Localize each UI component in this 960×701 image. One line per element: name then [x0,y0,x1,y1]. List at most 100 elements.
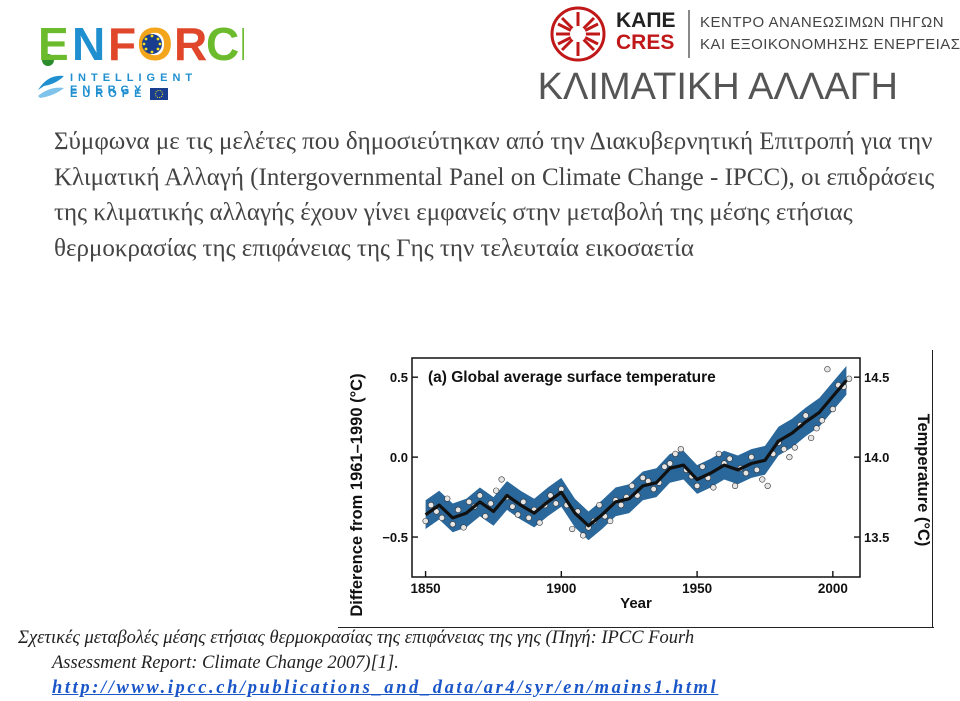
data-point [715,450,722,458]
data-point [465,498,473,505]
data-point [829,406,836,413]
data-point [455,506,462,513]
ytick-label-left: −0.5 [382,530,408,545]
data-point [742,469,750,477]
iee-logo: INTELLIGENT ENERGY EUROPE [34,70,246,106]
data-point [487,500,494,507]
data-point [520,498,527,505]
data-point [808,434,815,442]
data-point [493,487,500,494]
xtick-label: 2000 [818,581,848,596]
data-point [661,463,668,470]
xtick-label: 1900 [546,581,576,596]
data-point [552,500,560,507]
data-point [846,375,853,382]
temperature-chart: Difference from 1961–1990 (°C) Temperatu… [338,350,934,628]
chart-ylabel-left: Difference from 1961–1990 (°C) [348,373,366,616]
eu-flag-icon [150,88,168,100]
data-point [672,450,679,458]
caption-line-1: Σχετικές μεταβολές μέσης ετήσιας θερμοκρ… [18,628,695,648]
ytick-label-right: 14.0 [864,450,889,465]
logo-divider [688,10,690,58]
ytick-label-left: 0.0 [390,450,408,465]
data-point [579,532,587,539]
data-point [699,463,706,470]
data-point [569,525,576,533]
cres-emblem-icon [550,6,606,62]
cres-acronyms: ΚΑΠΕ CRES [616,10,676,54]
data-point [617,501,625,509]
data-point [438,514,445,521]
data-point [732,482,739,489]
chart-xlabel: Year [620,595,652,612]
caption-line-2: Assessment Report: Climate Change 2007)[… [52,653,399,673]
logo-letter-r: R [174,18,207,70]
data-point [476,492,483,499]
chart-frame-bottom [338,627,934,628]
data-point [482,513,489,520]
data-point [802,412,809,419]
ytick-label-right: 13.5 [864,530,889,545]
figure-caption: Σχετικές μεταβολές μέσης ετήσιας θερμοκρ… [18,626,948,676]
iee-text-line1: INTELLIGENT ENERGY [70,72,198,96]
data-point [449,521,456,528]
chart-frame-right [932,350,933,628]
logo-letter-n: N [72,18,105,70]
iee-leaf-icon [38,75,64,98]
data-point [460,524,467,531]
data-point [748,454,755,461]
data-point [710,484,717,491]
data-point [509,503,516,510]
data-point [666,460,674,467]
chart-ylabel-right: Temperature (°C) [914,414,932,547]
xtick-label: 1950 [682,581,712,596]
slide-title: ΚΛΙΜΑΤΙΚΗ ΑΛΛΑΓΗ [537,66,898,108]
data-point [427,501,435,509]
data-point [791,444,798,451]
data-point [444,495,451,502]
data-point [726,455,733,462]
cres-desc-line2: ΚΑΙ ΕΞΟΙΚΟΝΟΜΗΣΗΣ ΕΝΕΡΓΕΙΑΣ [700,36,960,53]
cres-label: CRES [616,31,675,54]
logo-letter-e: E [38,18,69,70]
body-paragraph: Σύμφωνα με τις μελέτες που δημοσιεύτηκαν… [54,128,935,262]
data-point [525,514,532,521]
cres-logo: ΚΑΠΕ CRES ΚΕΝΤΡΟ ΑΝΑΝΕΩΣΙΜΩΝ ΠΗΓΩΝ ΚΑΙ Ε… [548,4,960,64]
kape-label: ΚΑΠΕ [616,9,676,32]
data-point [813,425,820,432]
data-point [759,476,766,483]
data-point [514,511,521,518]
enforce-wordmark: E N F O R CE [38,18,244,70]
data-point [824,366,831,373]
source-link[interactable]: http://www.ipcc.ch/publications_and_data… [52,678,719,698]
data-point [753,466,760,473]
data-point [780,446,788,453]
uncertainty-band [425,366,847,541]
ytick-label-left: 0.5 [390,370,408,385]
data-point [536,519,543,526]
data-point [764,482,771,489]
cres-desc-line1: ΚΕΝΤΡΟ ΑΝΑΝΕΩΣΙΜΩΝ ΠΗΓΩΝ [700,14,945,31]
data-point [639,474,646,481]
data-point [498,476,505,483]
data-point [786,454,793,461]
chart-title: (a) Global average surface temperature [428,369,716,386]
data-point [818,417,826,424]
trend-line [424,379,848,528]
logo-letter-f: F [108,18,136,70]
data-point [607,517,614,525]
data-point [650,485,657,493]
xtick-label: 1850 [411,581,441,596]
chart-svg: Difference from 1961–1990 (°C) Temperatu… [348,357,932,617]
enforce-logo: E N F O R CE INTELLIGENT ENERGY EUROPE [34,10,246,106]
data-point [677,446,684,453]
cres-description: ΚΕΝΤΡΟ ΑΝΑΝΕΩΣΙΜΩΝ ΠΗΓΩΝ ΚΑΙ ΕΞΟΙΚΟΝΟΜΗΣ… [700,12,960,56]
plot-frame [411,357,861,578]
data-point [596,501,603,509]
iee-text-line2: EUROPE [70,88,147,100]
data-point [628,482,636,489]
data-point [422,517,429,525]
logo-letter-ce: CE [206,18,244,70]
data-point [693,482,701,489]
ytick-label-right: 14.5 [864,370,889,385]
